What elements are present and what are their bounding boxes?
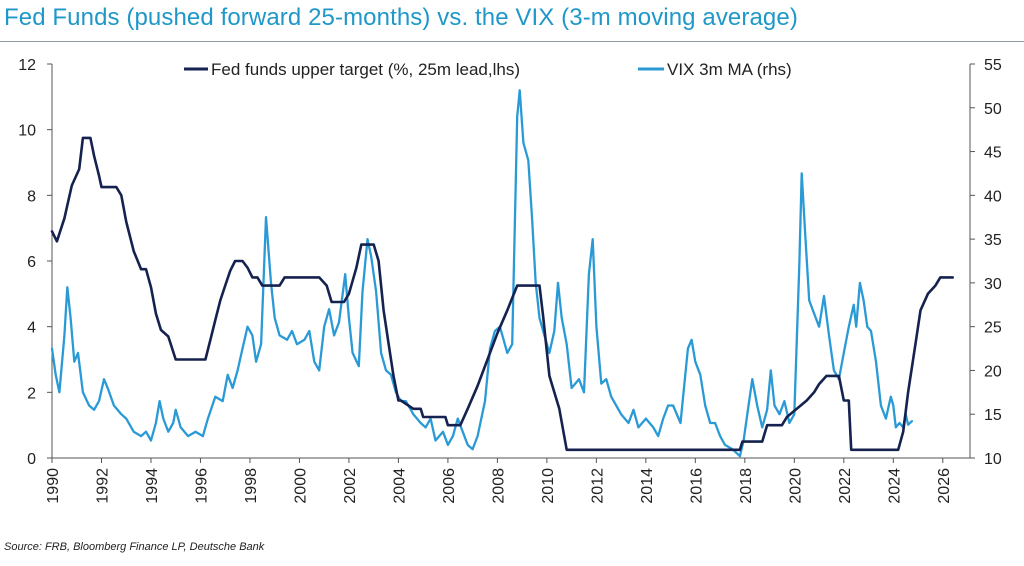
- title-divider: [0, 41, 1024, 42]
- x-tick-label: 2012: [589, 468, 606, 504]
- chart-canvas: 0 2 4 6 8 10 12 10 15 20 25 30 35 40 45 50 55 1990 1992 199…: [18, 57, 1002, 504]
- left-tick-label: 10: [18, 123, 36, 140]
- x-tick-label: 1994: [144, 468, 161, 504]
- right-tick-label: 55: [984, 57, 1002, 74]
- source-note: Source: FRB, Bloomberg Finance LP, Deuts…: [4, 541, 265, 553]
- right-tick-label: 40: [984, 188, 1002, 205]
- x-tick-label: 1996: [193, 468, 210, 504]
- right-tick-label: 10: [984, 451, 1002, 468]
- chart-title: Fed Funds (pushed forward 25-months) vs.…: [4, 4, 798, 31]
- right-tick-label: 45: [984, 145, 1002, 162]
- right-tick-label: 50: [984, 101, 1002, 118]
- x-tick-label: 2020: [787, 468, 804, 504]
- legend-label-fed: Fed funds upper target (%, 25m lead,lhs): [211, 60, 520, 79]
- x-tick-label: 2014: [639, 468, 656, 504]
- axes-group: 0 2 4 6 8 10 12 10 15 20 25 30 35 40 45 50 55 1990 1992 199…: [18, 57, 1002, 504]
- x-tick-label: 2016: [688, 468, 705, 504]
- legend-label-vix: VIX 3m MA (rhs): [667, 60, 792, 79]
- x-tick-label: 2006: [441, 468, 458, 504]
- x-tick-label: 2026: [936, 468, 953, 504]
- legend: Fed funds upper target (%, 25m lead,lhs)…: [184, 60, 792, 79]
- fed-funds-series-line: [50, 136, 954, 452]
- right-tick-label: 30: [984, 276, 1002, 293]
- left-tick-label: 2: [27, 385, 36, 402]
- x-tick-label: 2008: [490, 468, 507, 504]
- x-tick-label: 2002: [342, 468, 359, 504]
- x-tick-label: 2000: [292, 468, 309, 504]
- left-tick-label: 8: [27, 188, 36, 205]
- right-tick-label: 35: [984, 232, 1002, 249]
- x-tick-label: 2022: [837, 468, 854, 504]
- x-tick-label: 2004: [391, 468, 408, 504]
- left-tick-label: 12: [18, 57, 36, 74]
- series-group: [50, 89, 954, 458]
- left-tick-label: 4: [27, 320, 36, 337]
- x-tick-label: 2018: [738, 468, 755, 504]
- x-tick-label: 2024: [886, 468, 903, 504]
- left-tick-label: 6: [27, 254, 36, 271]
- vix-series-line: [50, 89, 914, 458]
- right-tick-label: 20: [984, 363, 1002, 380]
- x-tick-label: 1990: [45, 468, 62, 504]
- right-tick-label: 15: [984, 407, 1002, 424]
- x-tick-label: 1998: [243, 468, 260, 504]
- x-tick-label: 1992: [94, 468, 111, 504]
- right-tick-label: 25: [984, 320, 1002, 337]
- x-tick-label: 2010: [540, 468, 557, 504]
- left-tick-label: 0: [27, 451, 36, 468]
